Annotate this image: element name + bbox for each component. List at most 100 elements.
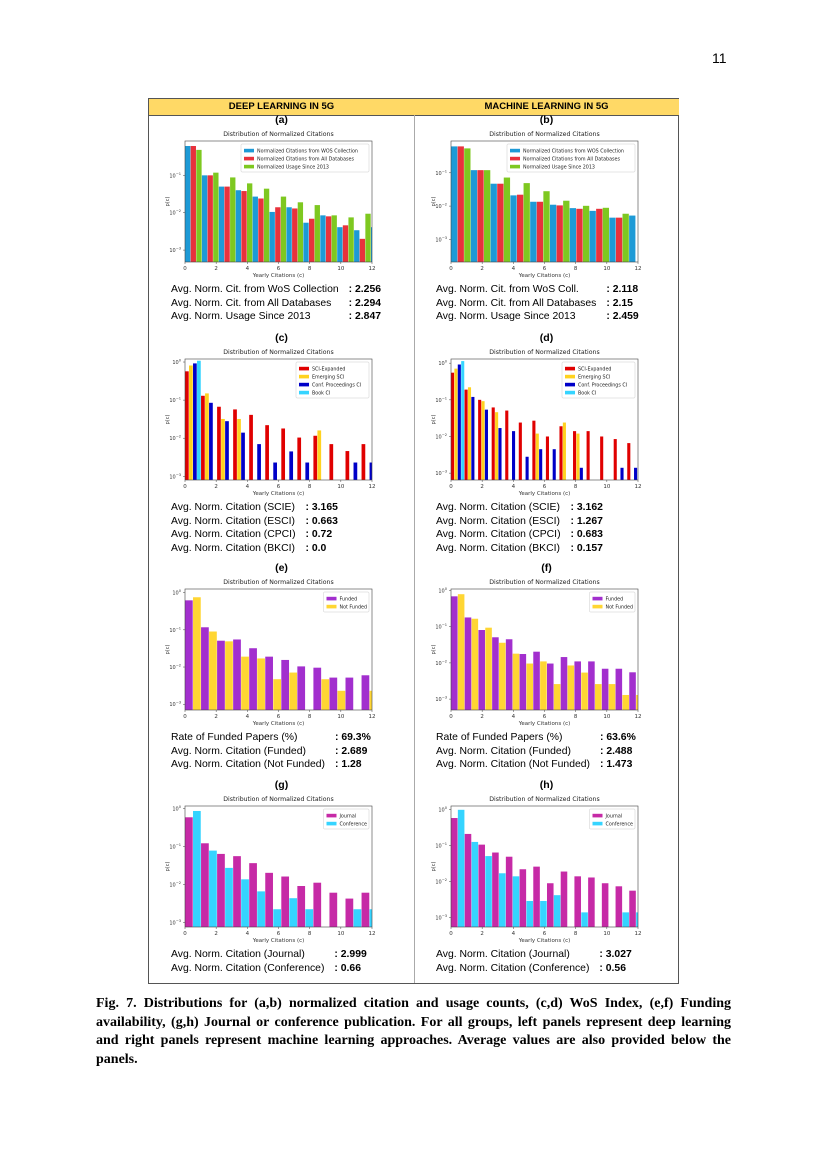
y-tick-label: 10−2 — [435, 203, 447, 211]
bar — [576, 433, 580, 480]
bar — [471, 396, 475, 480]
bar — [627, 443, 631, 480]
x-tick-label: 4 — [246, 714, 250, 720]
bar — [512, 653, 520, 710]
bar — [608, 684, 616, 710]
bars — [185, 360, 372, 480]
bar — [485, 627, 492, 710]
y-tick-label: 10−3 — [169, 701, 181, 709]
bar — [581, 912, 588, 927]
legend: Funded Not Funded — [589, 591, 636, 613]
bar — [289, 672, 298, 710]
bar — [217, 406, 221, 480]
chart-title: Distribution of Normalized Citations — [489, 579, 599, 586]
legend-swatch — [510, 156, 520, 161]
bar — [345, 451, 350, 480]
bar — [629, 890, 636, 927]
x-tick-label: 10 — [337, 484, 344, 490]
legend-swatch — [326, 604, 337, 609]
legend-swatch — [326, 596, 337, 601]
bar — [615, 217, 623, 262]
stat-label: Avg. Norm. Usage Since 2013 — [171, 311, 311, 322]
x-axis-label: Yearly Citations (c) — [518, 721, 571, 727]
bar — [230, 177, 236, 262]
y-tick-label: 10−2 — [169, 881, 181, 889]
stat-label: Avg. Norm. Citation (Journal) — [171, 949, 305, 960]
bar — [201, 843, 209, 927]
legend: SCI-Expanded Emerging SCI Conf. Proceeding… — [561, 361, 636, 399]
bar — [594, 684, 602, 710]
average-stats: Avg. Norm. Citation (Journal) : 2.999 Avg.… — [171, 948, 414, 975]
bar — [546, 883, 554, 927]
bar — [289, 898, 298, 927]
stat-label: Avg. Norm. Citation (Conference) — [171, 962, 325, 974]
stat-value: : 2.847 — [348, 311, 382, 322]
bar — [275, 207, 281, 262]
x-tick-label: 0 — [183, 266, 187, 272]
legend-swatch — [244, 156, 254, 161]
y-tick-label: 10−2 — [169, 209, 181, 217]
y-tick-label: 10−2 — [435, 659, 447, 667]
legend-label: Emerging SCI — [312, 375, 344, 381]
y-tick-label: 10−2 — [169, 664, 181, 672]
average-stats: Rate of Funded Papers (%): 63.6% Avg. Nor… — [436, 731, 679, 772]
bar — [265, 425, 269, 480]
legend-label: Conf. Proceedings CI — [312, 383, 361, 389]
bar — [556, 205, 563, 262]
bar — [359, 238, 366, 262]
x-tick-label: 8 — [574, 266, 578, 272]
chart-title: Distribution of Normalized Citations — [489, 131, 599, 138]
bar — [622, 213, 629, 262]
bar — [454, 368, 458, 480]
bar — [464, 389, 468, 480]
stat-value: : 2.999 — [334, 949, 367, 960]
y-tick-label: 10−1 — [169, 397, 181, 405]
stat-label: Avg. Norm. Citation (SCIE) — [436, 502, 560, 513]
bar — [491, 407, 495, 480]
bar — [233, 856, 241, 927]
legend-label: Journal — [339, 814, 357, 820]
bar — [609, 217, 616, 262]
bar — [221, 418, 225, 480]
stat-label: Avg. Norm. Citation (CPCI) — [171, 529, 296, 540]
bar — [483, 170, 491, 262]
x-tick-label: 0 — [183, 714, 187, 720]
figure-caption: Fig. 7. Distributions for (a,b) normaliz… — [96, 996, 731, 1067]
bar — [620, 467, 624, 480]
bar — [369, 690, 372, 710]
x-axis-label: Yearly Citations (c) — [252, 938, 305, 944]
legend-label: Normalized Citations from WOS Collection — [257, 149, 358, 155]
stat-label: Avg. Norm. Cit. from All Databases — [171, 297, 332, 309]
bar — [490, 183, 497, 262]
x-tick-label: 2 — [214, 266, 218, 272]
bar — [581, 672, 588, 710]
bar — [613, 439, 617, 480]
x-tick-label: 8 — [308, 931, 312, 937]
bar — [273, 909, 282, 927]
bar — [257, 891, 265, 927]
y-axis-label: p(c) — [431, 415, 437, 425]
x-tick-label: 6 — [543, 931, 547, 937]
panel-c: (c) Distribution of Normalized Citations 0… — [149, 331, 414, 555]
bar — [342, 225, 349, 262]
y-tick-label: 10−1 — [435, 396, 447, 404]
stat-label: Avg. Norm. Citation (Journal) — [436, 949, 570, 960]
legend-label: Normalized Citations from WOS Collection — [523, 149, 624, 155]
y-tick-label: 10−2 — [435, 878, 447, 886]
bar — [269, 211, 275, 262]
bar — [536, 201, 544, 262]
bar — [574, 661, 581, 710]
bar — [325, 216, 332, 262]
x-tick-label: 0 — [449, 714, 453, 720]
x-tick-label: 0 — [183, 931, 187, 937]
y-tick-label: 10−1 — [435, 169, 447, 177]
bar — [241, 879, 249, 927]
bar — [512, 876, 520, 927]
bar — [329, 892, 338, 927]
bar — [354, 230, 360, 262]
stat-value: : 69.3% — [335, 732, 371, 743]
bars — [185, 145, 372, 262]
panel-f: (f) Distribution of Normalized Citations 0… — [414, 561, 679, 772]
x-tick-label: 8 — [574, 484, 578, 490]
legend-swatch — [510, 148, 520, 153]
